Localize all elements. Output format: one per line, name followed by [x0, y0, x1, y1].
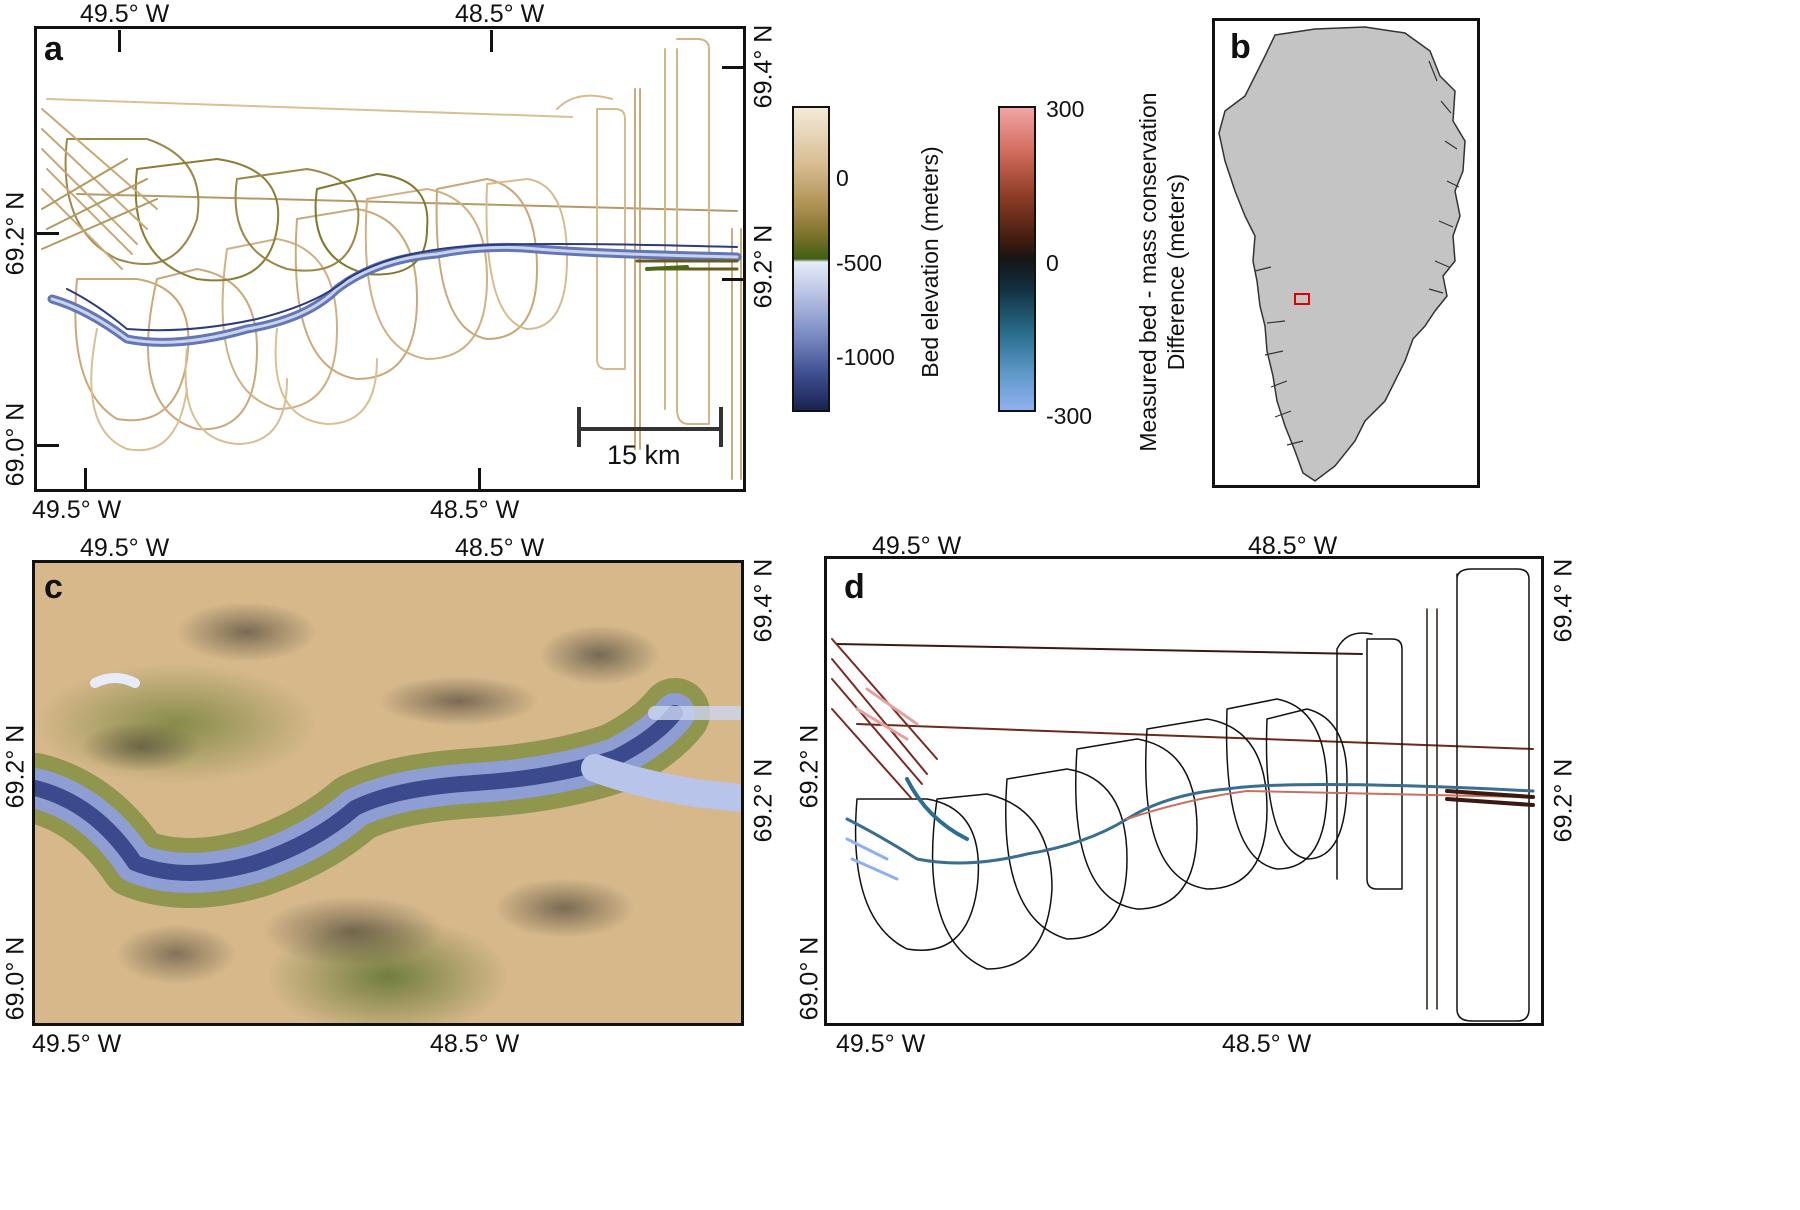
tick [722, 278, 744, 281]
greenland-outline [1218, 26, 1466, 482]
panel-a-flightlines [41, 38, 742, 480]
diff-colorbar-tick-0: 0 [1046, 250, 1059, 276]
diff-colorbar-title-line1: Measured bed - mass conservation [1135, 92, 1161, 452]
tick [722, 66, 744, 69]
panel-a-right-lat-1: 69.4° N [749, 24, 778, 109]
bed-colorbar-tick-minus1000: -1000 [836, 344, 895, 370]
panel-b-greenland-locator [1212, 18, 1480, 488]
panel-c-bottom-lon-1: 49.5° W [32, 1030, 122, 1058]
tick [84, 468, 87, 490]
panel-c-right-lat-1: 69.4° N [749, 558, 778, 643]
panel-d-right-lat-1: 69.4° N [1549, 558, 1578, 643]
panel-c-label: c [44, 568, 63, 606]
diff-colorbar-title-line2: Difference (meters) [1163, 173, 1189, 371]
panel-a-radar-bed-map: 15 km [34, 26, 746, 492]
panel-c-bottom-lon-2: 48.5° W [430, 1030, 520, 1058]
tick [490, 30, 493, 52]
study-area-box [1294, 293, 1310, 305]
panel-a-label: a [44, 30, 63, 68]
panel-d-left-lat-2: 69.0° N [795, 936, 824, 1021]
panel-c-top-lon-1: 49.5° W [80, 534, 170, 562]
panel-a-right-lat-2: 69.2° N [749, 224, 778, 309]
panel-c-right-lat-2: 69.2° N [749, 758, 778, 843]
panel-b-label: b [1230, 28, 1251, 66]
panel-d-left-lat-1: 69.2° N [795, 724, 824, 809]
bed-colorbar-tick-0: 0 [836, 165, 849, 191]
panel-a-bottom-lon-1: 49.5° W [32, 496, 122, 524]
panel-c-left-lat-2: 69.0° N [1, 936, 30, 1021]
diff-colorbar-tick-minus300: -300 [1046, 403, 1093, 429]
panel-d-flightlines [831, 568, 1535, 1022]
panel-c-top-lon-2: 48.5° W [455, 534, 545, 562]
tick [37, 232, 59, 235]
panel-a-top-lon-1: 49.5° W [80, 0, 170, 28]
difference-colorbar [998, 106, 1036, 412]
tick [118, 30, 121, 52]
panel-d-bottom-lon-1: 49.5° W [836, 1030, 926, 1058]
scale-bar: 15 km [577, 407, 727, 470]
panel-d-top-lon-2: 48.5° W [1248, 532, 1338, 560]
panel-c-trough [35, 673, 741, 908]
bed-elevation-colorbar [792, 106, 830, 412]
panel-d-label: d [844, 568, 865, 606]
tick [37, 444, 59, 447]
panel-d-top-lon-1: 49.5° W [872, 532, 962, 560]
panel-d-bottom-lon-2: 48.5° W [1222, 1030, 1312, 1058]
panel-d-right-lat-2: 69.2° N [1549, 758, 1578, 843]
bed-colorbar-title: Bed elevation (meters) [917, 146, 943, 378]
diff-colorbar-title: Measured bed - mass conservation Differe… [1134, 82, 1190, 462]
diff-colorbar-tick-300: 300 [1046, 96, 1085, 122]
panel-d-difference-map [824, 556, 1544, 1026]
tick [478, 468, 481, 490]
panel-a-top-lon-2: 48.5° W [455, 0, 545, 28]
panel-a-bottom-lon-2: 48.5° W [430, 496, 520, 524]
scale-bar-label: 15 km [607, 440, 681, 470]
panel-c-bed-topography-map [32, 560, 744, 1026]
bed-colorbar-tick-minus500: -500 [836, 250, 883, 276]
panel-a-left-lat-2: 69.0° N [1, 402, 30, 487]
panel-a-left-lat-1: 69.2° N [1, 191, 30, 276]
panel-c-left-lat-1: 69.2° N [1, 724, 30, 809]
